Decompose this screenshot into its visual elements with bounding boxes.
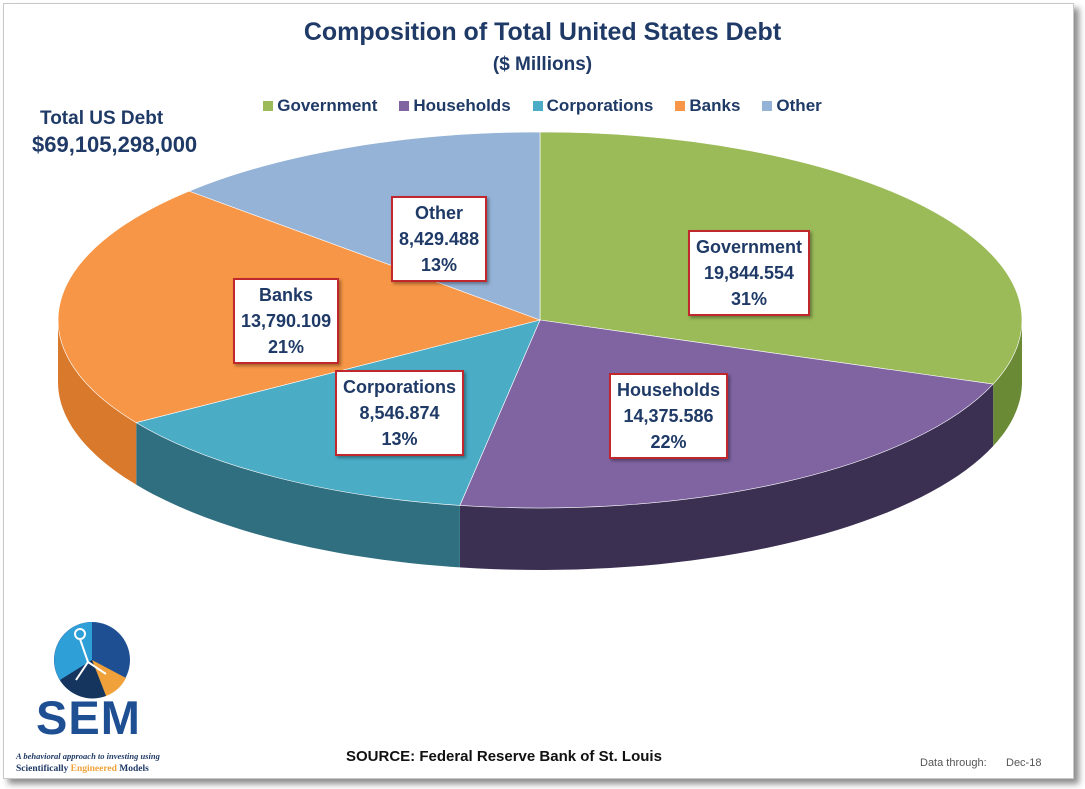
- chart-title: Composition of Total United States Debt: [303, 18, 782, 46]
- total-debt-label: Total US Debt: [40, 108, 164, 129]
- legend-label: Corporations: [546, 96, 654, 115]
- data-label-category: Other: [415, 203, 464, 223]
- legend-swatch: [532, 101, 543, 111]
- legend-label: Banks: [689, 96, 741, 115]
- data-label-category: Households: [617, 380, 721, 400]
- data-label-banks: Banks 13,790.109 21%: [233, 278, 340, 364]
- data-label-value: 14,375.586: [623, 406, 714, 426]
- logo-slice-orange: [92, 660, 126, 696]
- legend-label: Other: [776, 96, 822, 115]
- legend-swatch: [399, 101, 410, 111]
- data-label-percent: 13%: [381, 429, 418, 449]
- source-note: SOURCE: Federal Reserve Bank of St. Loui…: [346, 748, 662, 765]
- pie-sides: [58, 320, 1022, 570]
- data-label-other: Other 8,429.488 13%: [391, 196, 488, 282]
- legend-swatch: [762, 101, 773, 111]
- data-label-value: 13,790.109: [241, 311, 332, 331]
- legend-swatch: [263, 101, 274, 111]
- data-through-value: Dec-18: [1006, 757, 1042, 769]
- data-label-percent: 22%: [650, 432, 687, 452]
- data-label-households: Households 14,375.586 22%: [609, 373, 729, 459]
- pie-side-corporations: [136, 422, 460, 568]
- legend-item-banks: Banks: [675, 96, 740, 116]
- data-label-value: 8,546.874: [359, 403, 440, 423]
- legend-item-other: Other: [762, 96, 822, 116]
- logo-wordmark: SEM: [36, 691, 141, 744]
- data-label-percent: 21%: [268, 337, 305, 357]
- legend-item-households: Households: [399, 96, 511, 116]
- chart-legend: Government Households Corporations Banks Oth…: [0, 96, 1085, 116]
- legend-item-government: Government: [263, 96, 377, 116]
- logo-slice-blue: [54, 622, 92, 680]
- data-label-percent: 31%: [731, 289, 768, 309]
- data-label-value: 8,429.488: [399, 229, 480, 249]
- data-label-category: Government: [696, 237, 803, 257]
- data-through-label: Data through:: [920, 757, 987, 769]
- data-label-category: Corporations: [343, 377, 457, 397]
- logo-figure-icon: [75, 638, 107, 681]
- chart-subtitle: ($ Millions): [492, 54, 593, 75]
- logo-tagline: A behavioral approach to investing using: [16, 751, 160, 761]
- data-label-category: Banks: [259, 285, 314, 305]
- data-label-government: Government 19,844.554 31%: [688, 230, 811, 316]
- logo-slice-navy: [60, 660, 106, 699]
- legend-label: Households: [413, 96, 511, 115]
- data-label-value: 19,844.554: [703, 263, 795, 283]
- legend-item-corporations: Corporations: [532, 96, 654, 116]
- logo-tagline-models: Scientifically Engineered Models: [16, 764, 149, 774]
- pie-tops: [57, 131, 1023, 509]
- total-debt-value: $69,105,298,000: [32, 132, 198, 157]
- sem-logo: [54, 622, 130, 699]
- data-label-percent: 13%: [421, 255, 458, 275]
- legend-label: Government: [277, 96, 378, 115]
- data-label-corporations: Corporations 8,546.874 13%: [335, 370, 465, 456]
- legend-swatch: [675, 101, 686, 111]
- pie-side-banks: [58, 320, 137, 485]
- pie-side-households: [459, 384, 994, 570]
- pie-side-government: [993, 320, 1022, 447]
